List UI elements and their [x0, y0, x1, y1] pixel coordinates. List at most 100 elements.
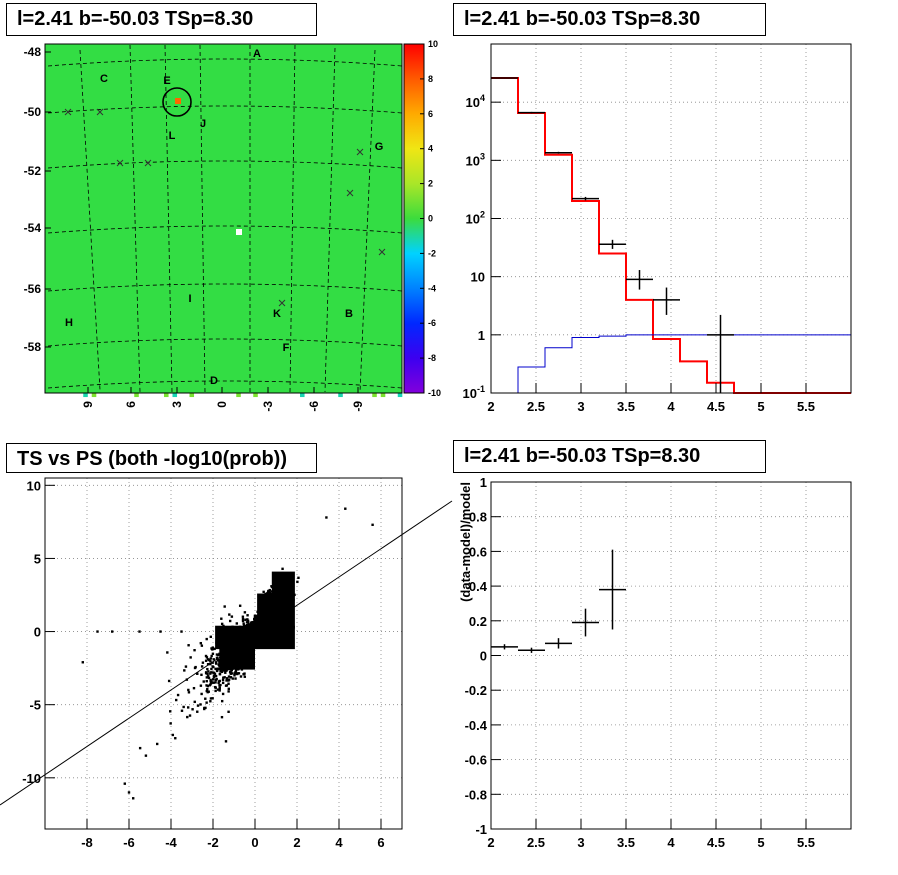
spectrum-y-tick-label: 10	[471, 270, 485, 285]
scatter-point	[237, 672, 241, 675]
scatter-point	[325, 516, 328, 519]
scatter-point	[209, 635, 212, 638]
scatter-point	[192, 686, 196, 690]
source-marker	[278, 299, 286, 307]
scatter-point	[241, 617, 245, 621]
scatter-point	[297, 576, 300, 580]
scatter-point	[220, 622, 224, 626]
scatter-point	[241, 619, 245, 623]
scatter-y-tick-label: 0	[34, 625, 41, 640]
scatter-point	[159, 630, 162, 633]
scatter-point	[209, 672, 212, 675]
scatter-point	[196, 704, 200, 707]
heatmap-graticule-parallel	[47, 283, 403, 292]
scatter-point	[127, 791, 131, 794]
heatmap-y-tick-label: -56	[24, 282, 42, 296]
scatter-point	[204, 654, 208, 658]
scatter-point	[217, 680, 221, 683]
source-label-f: F	[283, 342, 290, 354]
source-marker	[64, 108, 72, 116]
residual-title: l=2.41 b=-50.03 TSp=8.30	[453, 440, 766, 473]
scatter-point	[169, 710, 172, 713]
source-label-d: D	[210, 375, 218, 387]
scatter-point	[222, 669, 226, 672]
scatter-point	[206, 658, 210, 661]
scatter-point	[243, 611, 247, 614]
residual-x-tick-label: 3	[577, 835, 584, 850]
heatmap-y-tick-label: -54	[24, 221, 42, 235]
scatter-point	[175, 698, 178, 702]
heatmap-x-tick-label: -9	[351, 401, 365, 412]
scatter-point	[96, 630, 99, 633]
heatmap-cell	[164, 392, 169, 398]
heatmap-graticule-parallel	[47, 380, 403, 389]
residual-y-tick-label: 0.4	[469, 579, 488, 594]
scatter-point	[227, 687, 230, 691]
scatter-point	[209, 681, 213, 685]
scatter-x-tick-label: -4	[165, 835, 177, 850]
scatter-core	[215, 625, 295, 650]
scatter-point	[123, 782, 126, 785]
scatter-core	[271, 571, 295, 597]
scatter-point	[212, 658, 215, 661]
scatter-point	[230, 669, 234, 672]
scatter-point	[207, 676, 211, 680]
heatmap-y-tick-label: -48	[24, 45, 42, 59]
scatter-point	[344, 507, 347, 510]
scatter-point	[205, 656, 209, 659]
scatter-point	[215, 662, 218, 665]
spectrum-x-tick-label: 2.5	[527, 399, 545, 414]
scatter-point	[225, 677, 229, 680]
scatter-point	[215, 653, 219, 656]
scatter-x-tick-label: 6	[377, 835, 384, 850]
residual-y-tick-label: 0	[480, 649, 487, 664]
source-label-k: K	[273, 308, 281, 320]
spectrum-title: l=2.41 b=-50.03 TSp=8.30	[453, 3, 766, 36]
scatter-point	[209, 657, 213, 660]
scatter-point	[180, 630, 183, 633]
heatmap-frame	[44, 43, 403, 394]
scatter-point	[296, 580, 299, 584]
scatter-point	[227, 678, 231, 681]
scatter-point	[199, 684, 203, 687]
scatter-point	[204, 697, 207, 700]
scatter-point	[217, 663, 221, 666]
scatter-point	[229, 670, 232, 673]
source-label-e: E	[163, 75, 170, 87]
scatter-y-tick-label: 5	[34, 551, 41, 566]
scatter-core	[257, 593, 295, 629]
scatter-point	[239, 675, 243, 678]
residual-x-tick-label: 3.5	[617, 835, 635, 850]
scatter-point	[169, 722, 172, 725]
scatter-point	[138, 630, 141, 633]
scatter-point	[205, 684, 208, 687]
scatter-point	[187, 691, 191, 694]
heatmap-cell	[91, 392, 97, 398]
scatter-point	[215, 669, 219, 673]
source-marker	[96, 108, 104, 116]
scatter-point	[224, 740, 228, 743]
scatter-point	[218, 689, 221, 692]
scatter-point	[224, 671, 227, 674]
scatter-point	[246, 619, 250, 622]
colorbar-tick-label: -10	[428, 388, 441, 398]
spectrum-ratio-step	[491, 334, 851, 394]
scatter-point	[205, 637, 208, 641]
spectrum-y-tick-label: 102	[466, 210, 485, 227]
residual-y-tick-label: 0.2	[469, 614, 487, 629]
scatter-point	[193, 700, 196, 704]
scatter-point	[209, 680, 212, 683]
source-label-g: G	[375, 141, 384, 153]
heatmap-y-tick-label: -52	[24, 164, 42, 178]
scatter-point	[227, 675, 231, 678]
heatmap-background	[45, 44, 402, 393]
scatter-point	[234, 677, 237, 680]
scatter-point	[166, 651, 169, 654]
scatter-point	[225, 679, 228, 682]
source-marker	[116, 159, 124, 167]
scatter-point	[199, 641, 203, 645]
scatter-point	[234, 671, 237, 674]
scatter-point	[186, 706, 190, 709]
scatter-point	[201, 661, 205, 664]
